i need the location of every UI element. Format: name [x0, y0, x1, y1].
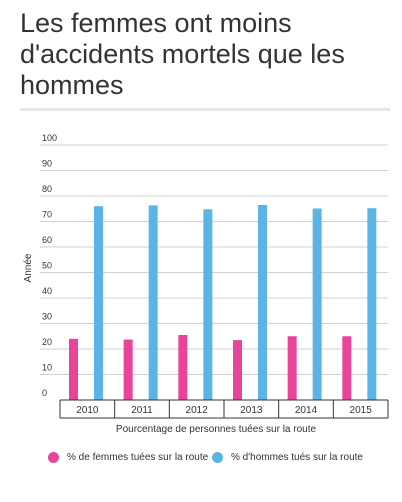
y-tick-label: 80 [42, 184, 52, 194]
legend-swatch-hommes [212, 452, 223, 463]
y-tick-label: 60 [42, 235, 52, 245]
x-tick-label: 2012 [186, 405, 209, 416]
y-tick-label: 20 [42, 337, 52, 347]
x-tick-label: 2015 [350, 405, 373, 416]
y-tick-label: 50 [42, 261, 52, 271]
x-tick-label: 2013 [240, 405, 263, 416]
y-axis-label: Année [23, 253, 34, 282]
y-tick-label: 100 [42, 133, 57, 143]
bar [367, 208, 377, 400]
x-tick-label: 2010 [76, 405, 99, 416]
bar [312, 208, 322, 400]
bar [233, 340, 242, 400]
y-tick-label: 0 [42, 388, 47, 398]
legend-label-hommes: % d'hommes tués sur la route [231, 452, 363, 463]
legend-swatch-femmes [48, 452, 59, 463]
y-tick-label: 40 [42, 286, 52, 296]
title-divider [20, 108, 390, 111]
gridlines [40, 144, 388, 375]
bar [69, 338, 78, 400]
bars [69, 204, 377, 400]
y-tick-label: 10 [42, 363, 52, 373]
bar [148, 205, 158, 400]
x-axis: 2010 2011 2012 2013 2014 2015 [59, 399, 389, 419]
legend-item-hommes: % d'hommes tués sur la route [212, 452, 363, 463]
bar [342, 336, 352, 400]
y-tick-label: 90 [42, 159, 52, 169]
bar [94, 206, 103, 400]
legend-item-femmes: % de femmes tuées sur la route [48, 452, 208, 463]
x-tick-label: 2014 [295, 405, 318, 416]
y-tick-labels: 0 10 20 30 40 50 60 70 80 90 100 [42, 133, 57, 398]
y-tick-label: 70 [42, 210, 52, 220]
chart-title: Les femmes ont moins d'accidents mortels… [20, 8, 345, 100]
bar [258, 204, 267, 400]
bar [123, 339, 133, 400]
y-tick-label: 30 [42, 312, 52, 322]
legend: % de femmes tuées sur la route % d'homme… [0, 452, 402, 468]
bar [203, 209, 213, 400]
x-axis-label: Pourcentage de personnes tuées sur la ro… [116, 424, 317, 435]
bar [178, 334, 188, 400]
bar [287, 336, 297, 400]
x-tick-label: 2011 [131, 405, 153, 416]
legend-label-femmes: % de femmes tuées sur la route [67, 452, 209, 463]
